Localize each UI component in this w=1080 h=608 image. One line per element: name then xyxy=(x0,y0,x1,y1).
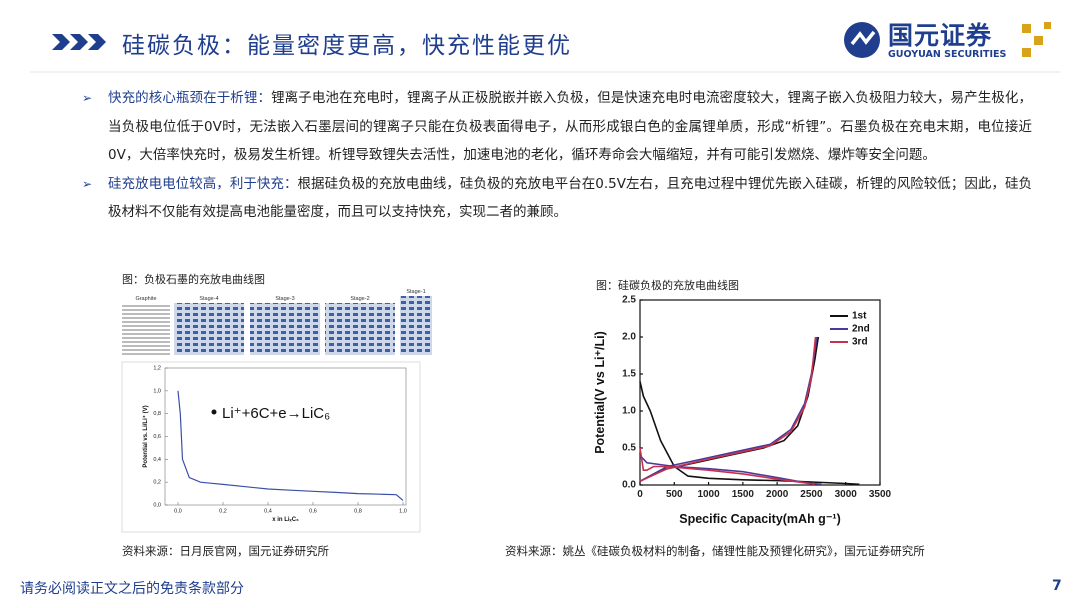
x-tick-label: 1500 xyxy=(732,489,755,500)
annotation-bullet xyxy=(211,409,217,415)
legend-label: 2nd xyxy=(852,324,870,335)
stage-label: Stage-3 xyxy=(275,296,294,302)
series-line xyxy=(639,336,822,486)
y-tick-label: 0,4 xyxy=(153,457,161,463)
x-axis-label: x in LiₓC₆ xyxy=(272,517,299,523)
x-tick-label: 0,4 xyxy=(264,509,272,515)
logo-name: 国元证券 xyxy=(888,21,993,50)
y-tick-label: 2.0 xyxy=(622,332,636,343)
y-tick-label: 1.5 xyxy=(622,369,636,380)
bullet-lead: 硅充放电电位较高，利于快充： xyxy=(108,175,298,192)
x-tick-label: 2500 xyxy=(800,489,823,500)
page-number: 7 xyxy=(1052,578,1062,594)
y-tick-label: 0,8 xyxy=(153,411,161,417)
stage-label: Stage-1 xyxy=(406,289,425,295)
y-axis-label: Potential(V vs Li⁺/Li) xyxy=(593,331,607,454)
x-tick-label: 1000 xyxy=(697,489,720,500)
x-tick-label: 500 xyxy=(666,489,683,500)
logo-subtitle: GUOYUAN SECURITIES xyxy=(888,49,1007,60)
stage-label: Stage-2 xyxy=(350,296,369,302)
header-chevrons xyxy=(52,34,106,50)
y-tick-label: 0,6 xyxy=(153,434,161,440)
series-line xyxy=(639,336,860,486)
figure-frame xyxy=(121,361,421,533)
figure-caption: 图：硅碳负极的充放电曲线图 xyxy=(596,279,739,292)
y-axis-label: Potential vs. Li/Li⁺ (V) xyxy=(142,405,149,467)
x-tick-label: 0,0 xyxy=(174,509,182,515)
y-tick-label: 1.0 xyxy=(622,406,636,417)
bullet: ➢ 快充的核心瓶颈在于析锂：锂离子电池在充电时，锂离子从正极脱嵌并嵌入负极，但是快… xyxy=(82,90,1033,163)
y-tick-label: 1,0 xyxy=(153,388,161,394)
bullet-text: 根据硅负极的充放电曲线，硅负极的充放电平台在0.5V左右，且充电过程中锂优先嵌入… xyxy=(108,175,1033,221)
y-tick-label: 0,0 xyxy=(153,502,161,508)
x-axis-label: Specific Capacity(mAh g⁻¹) xyxy=(679,512,841,526)
y-tick-label: 0.5 xyxy=(622,443,636,454)
stage-label: Graphite xyxy=(135,296,156,302)
bullet-lead: 快充的核心瓶颈在于析锂： xyxy=(108,90,272,106)
legend-label: 3rd xyxy=(852,337,868,348)
disclaimer: 请务必阅读正文之后的免责条款部分 xyxy=(20,581,244,597)
annotation: Li⁺+6C+e→LiC₆ xyxy=(222,405,330,422)
figure-caption: 图：负极石墨的充放电曲线图 xyxy=(122,273,265,286)
series-line xyxy=(639,336,817,486)
x-tick-label: 3500 xyxy=(869,489,892,500)
y-tick-label: 0,2 xyxy=(153,480,161,486)
series-line xyxy=(177,390,404,501)
x-tick-label: 0,6 xyxy=(309,509,317,515)
plot-frame xyxy=(164,367,407,506)
figure-source: 资料来源：日月辰官网，国元证券研究所 xyxy=(122,544,329,558)
y-tick-label: 2.5 xyxy=(622,295,636,306)
x-tick-label: 2000 xyxy=(766,489,789,500)
bullet: ➢ 硅充放电电位较高，利于快充：根据硅负极的充放电曲线，硅负极的充放电平台在0.5… xyxy=(82,175,1033,221)
stage-label: Stage-4 xyxy=(199,296,218,302)
x-tick-label: 0,2 xyxy=(219,509,227,515)
x-tick-label: 1,0 xyxy=(399,509,407,515)
staging-diagram xyxy=(122,296,432,355)
bullet-text: 锂离子电池在充电时，锂离子从正极脱嵌并嵌入负极，但是快速充电时电流密度较大，锂离… xyxy=(108,90,1033,163)
x-tick-label: 3000 xyxy=(835,489,858,500)
slide-title: 硅碳负极：能量密度更高，快充性能更优 xyxy=(122,33,572,59)
legend-label: 1st xyxy=(852,311,867,322)
figure-source: 资料来源：姚丛《硅碳负极材料的制备，储锂性能及预锂化研究》，国元证券研究所 xyxy=(505,544,925,558)
plot-frame xyxy=(639,299,881,486)
y-tick-label: 0.0 xyxy=(622,480,636,491)
logo-icon xyxy=(844,22,1051,58)
y-tick-label: 1,2 xyxy=(153,365,161,371)
x-tick-label: 0,8 xyxy=(354,509,362,515)
x-tick-label: 0 xyxy=(637,489,643,500)
bullet-list: ➢ 快充的核心瓶颈在于析锂：锂离子电池在充电时，锂离子从正极脱嵌并嵌入负极，但是快… xyxy=(82,84,1032,227)
